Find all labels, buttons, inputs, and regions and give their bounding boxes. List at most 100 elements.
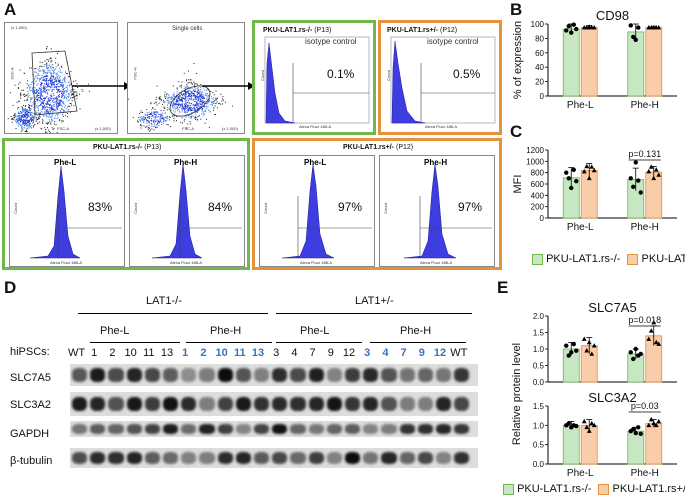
scatter-dot xyxy=(59,99,61,101)
scatter-dot xyxy=(173,93,175,95)
scatter-dot xyxy=(53,77,55,79)
scatter-dot xyxy=(62,79,64,81)
scatter-dot xyxy=(63,85,64,87)
scatter-dot xyxy=(47,98,49,100)
scatter-dot xyxy=(33,115,35,117)
scatter-dot xyxy=(81,89,83,91)
scatter-dot xyxy=(40,94,42,96)
scatter-dot xyxy=(22,119,24,121)
scatter-dot xyxy=(189,93,191,95)
scatter-dot xyxy=(156,96,158,98)
scatter-dot xyxy=(28,125,29,127)
scatter-dot xyxy=(152,107,154,108)
panel-label-d: D xyxy=(4,278,17,297)
scatter-dot xyxy=(36,99,38,101)
scatter-dot xyxy=(50,123,52,125)
scatter-dot xyxy=(167,104,168,106)
scatter-dot xyxy=(186,102,188,104)
scatter-dot xyxy=(196,107,198,109)
scatter-dot xyxy=(162,122,164,124)
scatter-dot xyxy=(50,57,51,59)
scatter-dot xyxy=(155,99,157,101)
scatter-dot xyxy=(41,84,42,86)
scatter-dot xyxy=(214,100,215,102)
scatter-dot xyxy=(197,103,199,105)
scatter-dot xyxy=(19,115,21,117)
scatter-dot xyxy=(40,98,42,100)
scatter-dot xyxy=(188,86,190,88)
blot-row-slc7a5: SLC7A5 xyxy=(10,372,51,384)
scatter-dot xyxy=(192,94,194,96)
scatter-dot xyxy=(172,96,174,98)
scatter-dot xyxy=(162,116,164,118)
scatter-dot xyxy=(194,108,196,110)
scatter-dot xyxy=(67,109,69,111)
scatter-dot xyxy=(20,125,21,127)
data-point xyxy=(633,37,638,43)
scatter-dot xyxy=(146,119,148,121)
scatter-dot xyxy=(59,102,61,104)
scatter-dot xyxy=(56,113,58,115)
scatter-dot xyxy=(71,90,73,92)
scatter-dot xyxy=(38,80,40,82)
scatter-dot xyxy=(27,119,29,121)
scatter-dot xyxy=(151,112,153,114)
scatter-dot xyxy=(210,104,212,106)
scatter-dot xyxy=(34,87,36,89)
scatter-dot xyxy=(38,67,40,69)
scatter-dot xyxy=(22,109,24,111)
scatter-dot xyxy=(40,104,42,105)
scatter-dot xyxy=(188,108,190,110)
blot-band xyxy=(381,452,397,464)
scatter-dot xyxy=(68,93,70,95)
scatter-dot xyxy=(30,67,32,69)
scatter-dot xyxy=(65,94,67,96)
scatter-dot xyxy=(206,108,208,110)
scatter-dot xyxy=(199,107,201,109)
scatter-dot xyxy=(186,80,187,82)
scatter-dot xyxy=(65,90,67,92)
scatter-dot xyxy=(44,75,46,77)
scatter-dot xyxy=(19,113,21,115)
scatter-dot xyxy=(40,78,42,80)
scatter-dot xyxy=(188,102,190,104)
blot-band xyxy=(144,452,160,464)
scatter-dot xyxy=(29,112,31,113)
data-point xyxy=(628,23,633,28)
scatter-dot xyxy=(57,81,59,82)
x-tick-label: Phe-L xyxy=(567,100,594,111)
panel-label-e: E xyxy=(497,278,509,297)
scatter-dot xyxy=(61,96,63,98)
scatter-dot xyxy=(202,96,204,98)
scatter-dot xyxy=(41,111,43,113)
plus-pheL-ylabel: Count xyxy=(262,203,268,214)
scatter-dot xyxy=(39,93,41,95)
scatter-dot xyxy=(21,89,23,91)
scatter-dot xyxy=(26,116,28,118)
scatter-dot xyxy=(191,112,193,114)
scatter-dot xyxy=(198,93,200,95)
scatter-dot xyxy=(187,85,188,87)
bar xyxy=(562,28,580,97)
scatter-dot xyxy=(207,102,209,104)
scatter-dot xyxy=(153,112,155,114)
scatter-dot xyxy=(28,119,30,121)
scatter-dot xyxy=(23,110,25,112)
scatter-dot xyxy=(51,64,53,66)
scatter-dot xyxy=(176,99,178,101)
scatter-dot xyxy=(184,119,186,121)
scatter-dot xyxy=(50,85,52,87)
scatter-dot xyxy=(191,115,193,117)
scatter-dot xyxy=(14,119,16,121)
scatter-dot xyxy=(11,118,13,120)
scatter-dot xyxy=(28,106,29,108)
scatter-dot xyxy=(199,101,201,102)
scatter-dot xyxy=(28,127,30,129)
scatter-dot xyxy=(31,119,32,121)
scatter-dot xyxy=(60,108,62,109)
scatter-dot xyxy=(187,90,189,92)
scatter-dot xyxy=(190,95,192,97)
blot-lane-label: 2 xyxy=(109,347,116,359)
scatter-dot xyxy=(150,123,152,124)
